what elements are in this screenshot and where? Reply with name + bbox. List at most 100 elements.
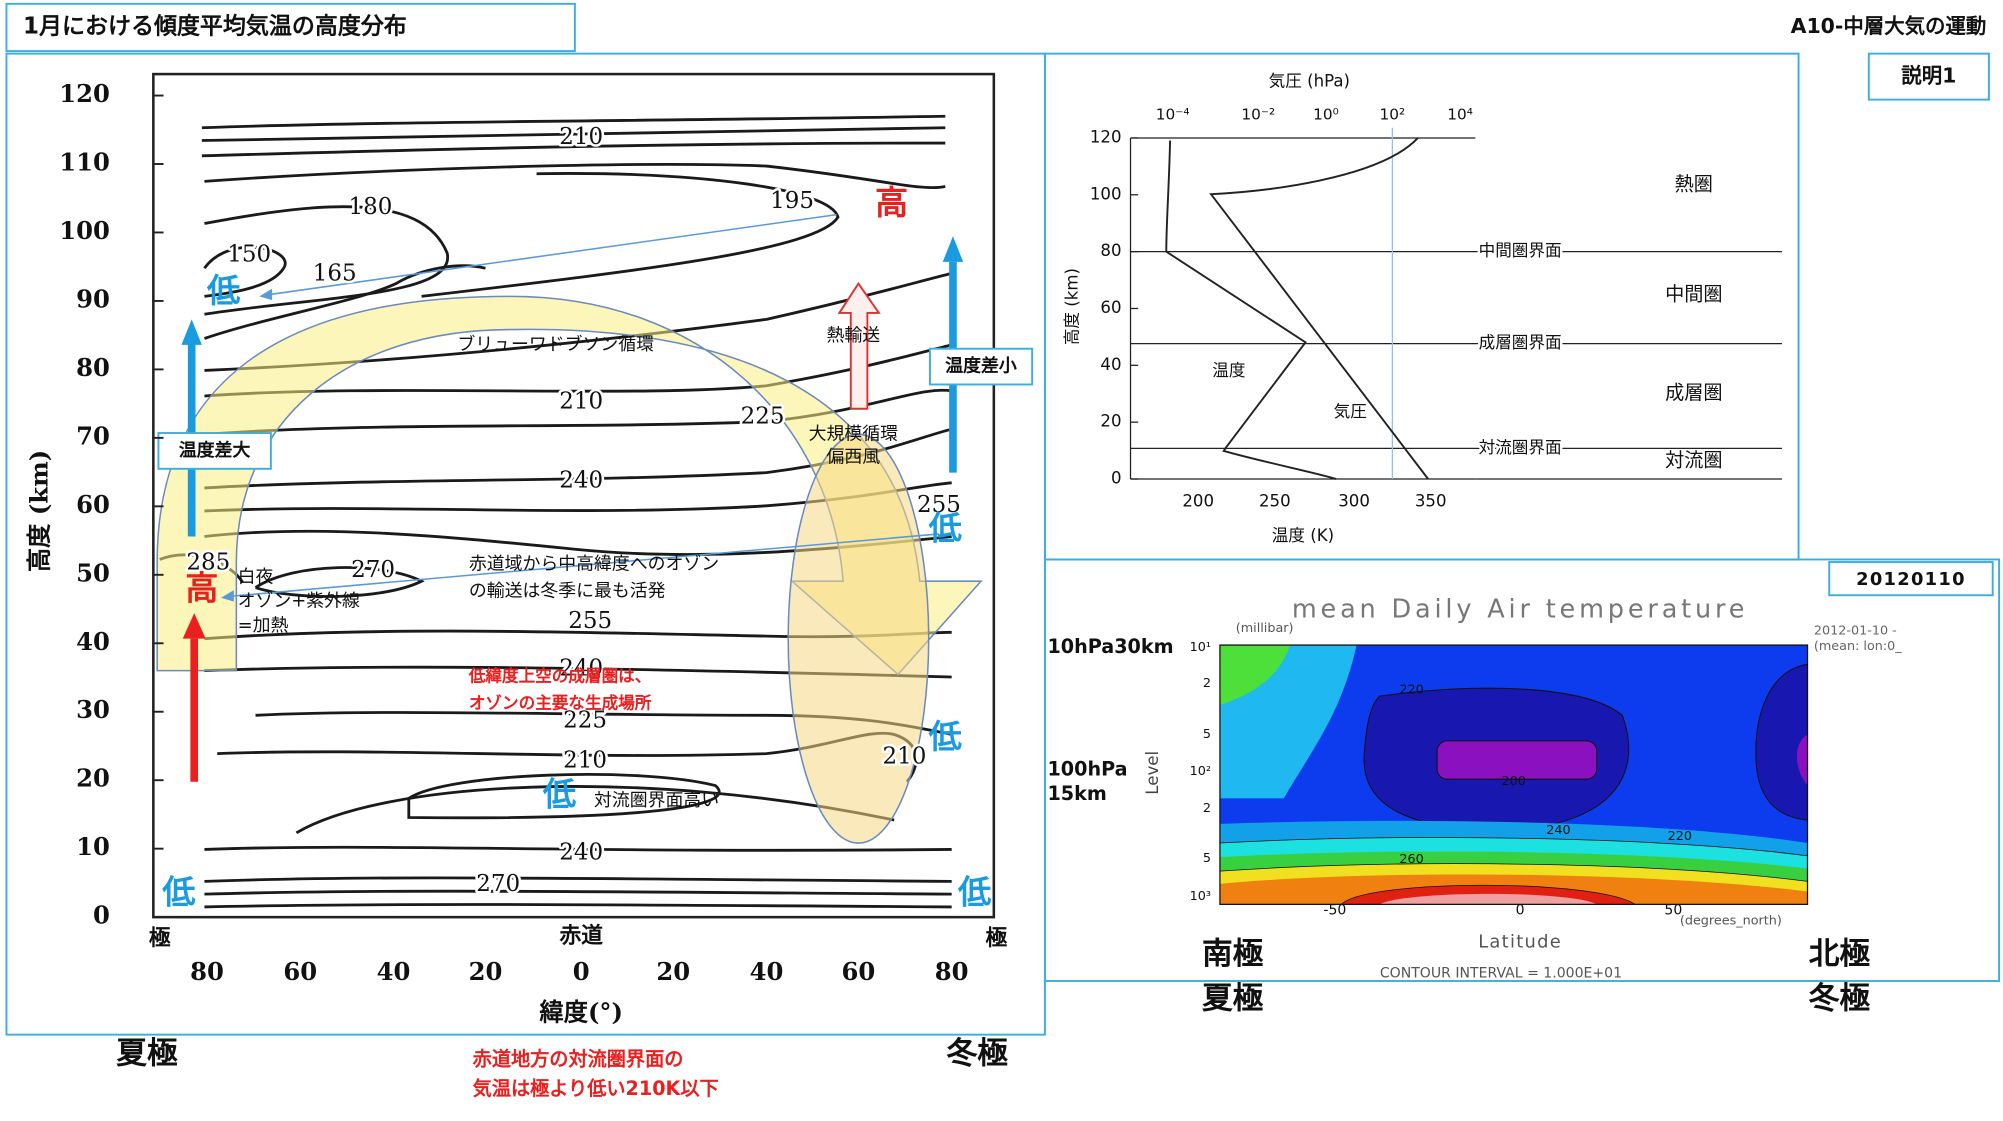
y-tick-label: 120 [1090,127,1122,146]
layer-label: 成層圏 [1665,381,1722,404]
badge-box [1867,52,1990,101]
annotation: =加熱 [238,615,289,636]
annotation: 偏西風 [827,446,881,467]
y-tick-label: 70 [76,421,110,450]
contour-label: 260 [1399,852,1423,867]
marker-label: 低 [928,717,963,756]
page-title: 1月における傾度平均気温の高度分布 [23,12,407,39]
side-label: 15km [1047,782,1106,805]
contour-line [201,114,946,130]
contour-line [204,343,953,398]
marker-label: 低 [161,873,196,912]
boundary-label: 中間圏界面 [1479,241,1562,260]
westerly-ellipse [787,433,930,844]
x-tick-label: 10⁻⁴ [1156,105,1190,123]
x-tick-label: 20 [469,957,503,986]
x-tick-label: 0 [1516,903,1525,919]
contour-label: 240 [559,468,603,494]
contour-line [421,172,840,298]
x-tick-label: 50 [1664,903,1682,919]
contour-line [407,773,721,820]
axis-unit: (millibar) [1236,621,1294,636]
curve-label: 温度 [1212,361,1245,380]
contour-label: 285 [186,549,230,575]
contour-line [204,845,952,852]
x-tick-label: 60 [842,957,876,986]
contour-label: 210 [559,388,603,414]
field [1436,740,1598,780]
y-tick-label: 20 [1100,412,1121,431]
layer-label: 中間圏 [1665,283,1722,306]
level-tick: 10¹ [1190,640,1211,655]
contour-label: 270 [351,557,395,583]
y-tick-label: 90 [76,284,110,313]
meta-label: 2012-01-10 - [1814,624,1897,639]
pole-caption: 夏極 [116,1037,178,1072]
field [1379,893,1597,905]
contour-label: 240 [559,839,603,865]
y-tick-label: 30 [76,695,110,724]
y-tick-label: 50 [76,558,110,587]
contour-label: 225 [563,708,607,734]
axis-unit: (degrees_north) [1680,913,1782,928]
annotation: ブリューワドブソン循環 [457,333,654,355]
x-tick-label: 10⁻² [1241,105,1275,123]
contour-line [201,141,946,158]
x-tick-label: 80 [190,957,224,986]
y-tick-label: 80 [1100,241,1121,260]
contour-label: 165 [313,261,357,287]
x-tick-label: 40 [750,957,784,986]
y-tick-label: 20 [76,764,110,793]
x-tick-label: 10⁴ [1447,105,1473,123]
annotation-box [157,432,272,470]
annotation: 赤道域から中高緯度へのオゾン [469,554,719,575]
annotation: 温度差小 [945,355,1017,377]
contour-label: 195 [770,188,814,214]
contour-line [204,903,952,909]
contour-line [201,126,946,142]
boundary-label: 成層圏界面 [1479,333,1562,352]
level-tick: 10² [1190,764,1211,779]
contour-line [204,427,953,490]
contour-line [203,264,486,340]
note: 赤道地方の対流圏界面の [472,1048,684,1071]
equator-label: 赤道 [560,923,604,948]
annotation-box [929,347,1034,386]
pole-caption: 冬極 [947,1037,1009,1072]
level-tick: 5 [1203,727,1211,742]
x-tick-label: 10² [1380,105,1406,123]
link-line [227,533,939,598]
y-axis-label: 高度 (km) [1063,268,1082,345]
y-axis-label: Level [1143,751,1162,795]
meta-label: (mean: lon:0_ [1814,639,1902,654]
boundary-label: 対流圏界面 [1479,438,1562,457]
y-tick-label: 80 [76,353,110,382]
x-tick-label: 0 [573,957,590,986]
marker-label: 低 [928,509,963,548]
x-tick-label: -50 [1323,903,1346,919]
date-box [1828,561,1994,597]
pole-label: 極 [986,926,1008,951]
axis-label: 気圧 (hPa) [1269,71,1350,90]
y-tick-label: 40 [76,627,110,656]
contour-line [204,876,952,883]
contour-line [204,205,449,316]
contour-line [204,388,952,436]
y-tick-label: 60 [76,490,110,519]
x-tick-label: 250 [1259,491,1291,510]
annotation: 熱輸送 [827,325,881,346]
y-tick-label: 10 [76,832,110,861]
pole-caption: 夏極 [1202,982,1264,1017]
contour-label: 220 [1399,682,1423,697]
pole-caption: 冬極 [1809,982,1871,1017]
marker-label: 高 [875,183,908,222]
annotation: 温度差大 [179,439,251,461]
pressure-curve [1209,137,1429,480]
chart-title: mean Daily Air temperature [1292,595,1749,625]
y-tick-label: 40 [1100,355,1121,374]
field [1219,645,1291,706]
y-tick-label: 0 [93,901,110,930]
marker-label: 低 [957,873,992,912]
contour-label: 150 [227,241,271,267]
contour-line [295,785,895,835]
